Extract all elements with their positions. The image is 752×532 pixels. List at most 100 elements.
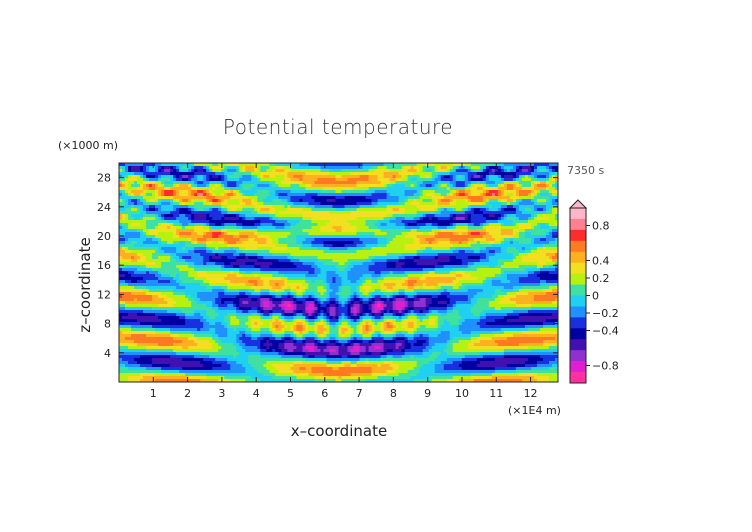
heatmap-cell: [173, 241, 177, 245]
heatmap-cell: [239, 262, 243, 266]
heatmap-cell: [137, 250, 141, 254]
heatmap-cell: [407, 196, 412, 200]
heatmap-cell: [245, 172, 249, 176]
heatmap-cell: [446, 253, 451, 257]
heatmap-cell: [449, 253, 454, 257]
heatmap-cell: [185, 175, 189, 179]
heatmap-cell: [242, 199, 246, 203]
heatmap-cell: [278, 259, 282, 263]
heatmap-cell: [464, 205, 469, 209]
heatmap-cell: [284, 220, 288, 224]
heatmap-cell: [470, 196, 475, 200]
heatmap-cell: [440, 184, 445, 188]
heatmap-cell: [134, 265, 138, 269]
heatmap-cell: [461, 220, 466, 224]
heatmap-cell: [119, 229, 123, 233]
heatmap-cell: [362, 220, 366, 224]
heatmap-cell: [224, 208, 228, 212]
heatmap-cell: [446, 241, 451, 245]
heatmap-cell: [482, 193, 487, 197]
heatmap-cell: [131, 169, 135, 173]
heatmap-cell: [380, 262, 384, 266]
heatmap-cell: [383, 169, 387, 173]
heatmap-cell: [503, 196, 508, 200]
heatmap-cell: [287, 250, 291, 254]
heatmap-cell: [479, 235, 484, 239]
heatmap-cell: [470, 184, 475, 188]
heatmap-cell: [443, 256, 448, 260]
heatmap-cell: [167, 217, 171, 221]
heatmap-cell: [461, 211, 466, 215]
heatmap-cell: [182, 220, 186, 224]
heatmap-cell: [359, 256, 363, 260]
heatmap-cell: [182, 217, 186, 221]
heatmap-cell: [137, 256, 141, 260]
heatmap-cell: [230, 229, 234, 233]
heatmap-cell: [206, 259, 210, 263]
heatmap-cell: [473, 166, 478, 170]
heatmap-cell: [491, 253, 496, 257]
heatmap-cell: [365, 178, 369, 182]
heatmap-cell: [272, 166, 276, 170]
heatmap-cell: [503, 220, 508, 224]
heatmap-cell: [425, 187, 430, 191]
heatmap-cell: [161, 181, 165, 185]
heatmap-cell: [383, 262, 387, 266]
heatmap-cell: [299, 166, 303, 170]
heatmap-cell: [524, 253, 529, 257]
heatmap-cell: [527, 253, 532, 257]
heatmap-cell: [503, 187, 508, 191]
heatmap-cell: [320, 211, 324, 215]
heatmap-cell: [515, 163, 520, 167]
heatmap-cell: [545, 193, 550, 197]
heatmap-cell: [191, 163, 195, 167]
heatmap-cell: [323, 262, 327, 266]
heatmap-cell: [320, 229, 324, 233]
heatmap-cell: [383, 166, 387, 170]
heatmap-cell: [404, 253, 409, 257]
heatmap-cell: [302, 199, 306, 203]
heatmap-cell: [146, 244, 150, 248]
heatmap-cell: [191, 235, 195, 239]
heatmap-cell: [194, 175, 198, 179]
heatmap-cell: [332, 166, 336, 170]
heatmap-cell: [302, 256, 306, 260]
heatmap-cell: [311, 196, 315, 200]
heatmap-cell: [353, 217, 357, 221]
heatmap-cell: [224, 217, 228, 221]
heatmap-cell: [548, 250, 553, 254]
heatmap-cell: [269, 175, 273, 179]
heatmap-cell: [200, 220, 204, 224]
heatmap-cell: [377, 187, 381, 191]
heatmap-cell: [287, 169, 291, 173]
heatmap-cell: [182, 190, 186, 194]
heatmap-cell: [254, 211, 258, 215]
heatmap-cell: [197, 205, 201, 209]
heatmap-cell: [263, 187, 267, 191]
heatmap-cell: [365, 235, 369, 239]
heatmap-cell: [263, 262, 267, 266]
heatmap-cell: [191, 265, 195, 269]
heatmap-cell: [539, 217, 544, 221]
heatmap-cell: [335, 223, 339, 227]
heatmap-cell: [335, 208, 339, 212]
heatmap-cell: [191, 187, 195, 191]
heatmap-cell: [359, 253, 363, 257]
heatmap-cell: [440, 208, 445, 212]
heatmap-cell: [515, 202, 520, 206]
heatmap-cell: [341, 235, 345, 239]
heatmap-cell: [323, 235, 327, 239]
heatmap-cell: [179, 211, 183, 215]
heatmap-cell: [176, 166, 180, 170]
heatmap-cell: [176, 229, 180, 233]
heatmap-cell: [311, 223, 315, 227]
heatmap-cell: [554, 244, 558, 248]
heatmap-cell: [536, 196, 541, 200]
heatmap-cell: [155, 208, 159, 212]
heatmap-cell: [266, 235, 270, 239]
heatmap-cell: [470, 178, 475, 182]
heatmap-cell: [332, 238, 336, 242]
heatmap-cell: [344, 217, 348, 221]
heatmap-cell: [185, 166, 189, 170]
heatmap-cell: [554, 220, 558, 224]
